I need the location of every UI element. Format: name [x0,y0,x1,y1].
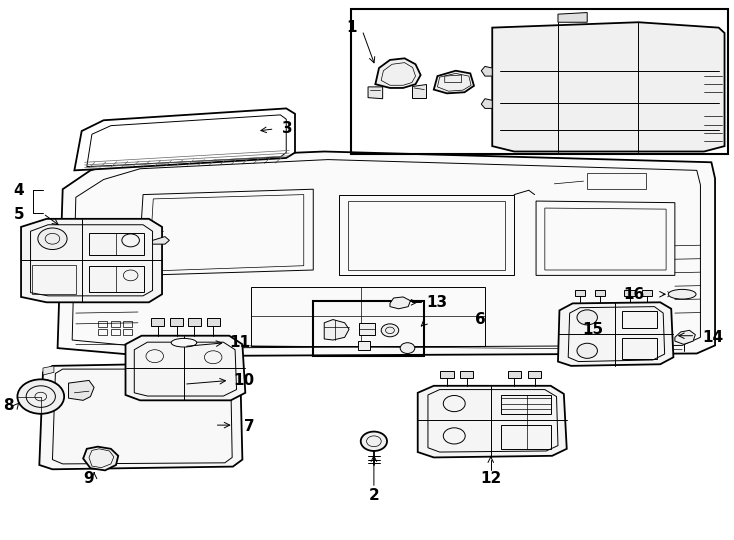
Polygon shape [153,237,170,244]
Bar [357,341,369,350]
Text: 12: 12 [480,471,501,487]
Circle shape [38,228,67,249]
Polygon shape [418,386,567,457]
Bar [595,291,606,296]
Bar [501,425,550,449]
Bar [98,329,106,335]
Polygon shape [493,22,724,152]
Text: 4: 4 [13,183,24,198]
Bar [206,319,219,326]
Polygon shape [412,84,426,98]
Text: 9: 9 [84,471,94,487]
Polygon shape [40,363,242,469]
Text: 15: 15 [583,322,603,337]
Bar [170,319,184,326]
Polygon shape [434,71,474,93]
Text: 14: 14 [702,330,724,345]
Bar [151,319,164,326]
Text: 6: 6 [475,312,485,327]
Bar [188,319,201,326]
Polygon shape [43,366,54,375]
Text: 16: 16 [623,287,644,302]
Bar [89,233,144,255]
Bar [89,266,144,292]
Bar [528,372,541,377]
Polygon shape [83,447,118,470]
Circle shape [360,431,387,451]
Text: 10: 10 [233,373,254,388]
Bar [508,372,520,377]
Bar [111,321,120,327]
Polygon shape [482,66,493,76]
Polygon shape [482,99,493,109]
Bar [98,321,106,327]
Circle shape [381,324,399,337]
Polygon shape [375,58,421,88]
Circle shape [577,343,597,359]
Bar [642,291,653,296]
Circle shape [400,343,415,354]
Text: 13: 13 [426,295,448,310]
Polygon shape [126,336,245,400]
Bar [622,312,658,328]
Circle shape [577,310,597,325]
Bar [440,372,454,377]
Bar [123,329,132,335]
Text: 1: 1 [346,20,357,35]
Polygon shape [558,12,587,22]
Text: 11: 11 [229,335,250,350]
Circle shape [18,379,64,414]
Bar [501,395,550,414]
Bar [351,9,728,154]
Polygon shape [390,297,410,309]
Bar [622,339,658,359]
Text: 2: 2 [368,488,379,503]
Bar [32,265,76,294]
Polygon shape [21,219,162,302]
Polygon shape [324,320,349,340]
Text: 8: 8 [3,398,14,413]
Bar [359,323,375,335]
Bar [313,301,424,356]
Ellipse shape [668,289,696,299]
Bar [123,321,132,327]
Bar [111,329,120,335]
Bar [587,173,646,189]
Polygon shape [68,380,94,400]
Polygon shape [675,330,695,345]
Text: 5: 5 [13,207,24,222]
Ellipse shape [171,339,197,347]
Polygon shape [558,302,673,366]
Polygon shape [74,109,295,170]
Polygon shape [57,152,715,356]
Polygon shape [368,87,382,99]
Text: 3: 3 [282,122,292,137]
Bar [460,372,473,377]
Bar [575,291,585,296]
Bar [625,291,635,296]
Text: 7: 7 [244,418,255,434]
